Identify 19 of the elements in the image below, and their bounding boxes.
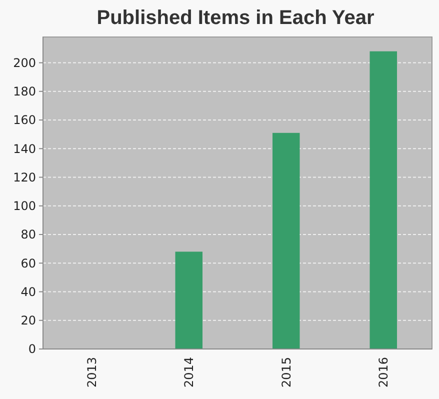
x-tick-label: 2015 <box>279 357 294 388</box>
y-tick-label: 200 <box>13 56 36 70</box>
y-tick-label: 20 <box>20 314 36 328</box>
y-tick-label: 40 <box>20 284 36 299</box>
bar <box>370 51 397 349</box>
y-tick-label: 100 <box>13 199 36 214</box>
x-tick-label: 2016 <box>376 357 391 388</box>
y-tick-label: 120 <box>13 170 36 184</box>
y-tick-label: 80 <box>20 228 36 242</box>
x-tick-label: 2013 <box>84 357 99 388</box>
x-tick-label: 2014 <box>182 357 196 388</box>
bar <box>272 132 300 349</box>
y-tick-label: 160 <box>13 113 36 128</box>
y-tick-label: 140 <box>13 142 36 156</box>
chart-title: Published Items in Each Year <box>96 7 374 29</box>
y-tick-label: 60 <box>20 256 36 270</box>
bar <box>175 252 202 349</box>
y-tick-label: 180 <box>13 84 36 99</box>
y-tick-label: 0 <box>28 342 36 356</box>
